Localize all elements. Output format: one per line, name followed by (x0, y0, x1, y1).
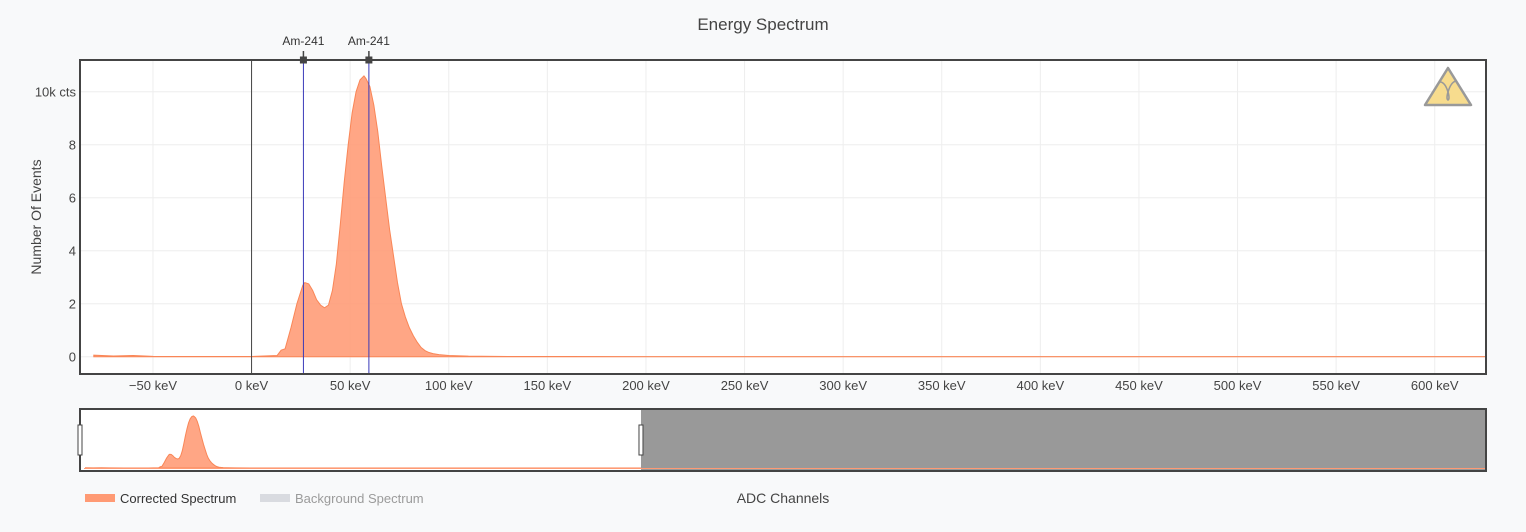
range-slider-unselected-mask (640, 410, 1486, 471)
x-tick-label-5: 200 keV (622, 378, 670, 393)
y-tick-label-2: 4 (69, 243, 76, 258)
y-tick-label-4: 8 (69, 137, 76, 152)
y-tick-label-0: 0 (69, 349, 76, 364)
corrected-spectrum-area (93, 75, 1486, 358)
x-axis-title: ADC Channels (737, 490, 830, 506)
plot-frame (79, 59, 1487, 375)
x-tick-label-11: 500 keV (1214, 378, 1262, 393)
x-tick-label-8: 350 keV (918, 378, 966, 393)
x-tick-label-3: 100 keV (425, 378, 473, 393)
x-tick-label-10: 450 keV (1115, 378, 1163, 393)
marker-label-0: Am-241 (282, 34, 324, 48)
gamma-warning-icon (1423, 66, 1473, 107)
x-tick-label-7: 300 keV (819, 378, 867, 393)
range-slider-spectrum (85, 415, 642, 469)
marker-label-1: Am-241 (348, 34, 390, 48)
y-tick-label-3: 6 (69, 190, 76, 205)
x-tick-label-4: 150 keV (524, 378, 572, 393)
legend-item-background-spectrum[interactable]: Background Spectrum (260, 491, 424, 506)
x-tick-label-9: 400 keV (1016, 378, 1064, 393)
marker-handles[interactable]: Am-241 Am-241 (282, 34, 390, 64)
y-tick-labels: 0 2 4 6 8 10k cts (35, 84, 77, 364)
y-tick-label-1: 2 (69, 296, 76, 311)
x-tick-label-0: −50 keV (129, 378, 177, 393)
range-slider-left-handle[interactable] (77, 424, 83, 456)
y-tick-label-5: 10k cts (35, 84, 77, 99)
legend-swatch-background (260, 494, 290, 502)
x-tick-label-2: 50 keV (330, 378, 371, 393)
range-slider[interactable] (77, 408, 1487, 472)
legend-label-corrected: Corrected Spectrum (120, 491, 236, 506)
x-tick-labels: −50 keV 0 keV 50 keV 100 keV 150 keV 200 keV 2… (129, 378, 1459, 393)
x-tick-label-6: 250 keV (721, 378, 769, 393)
legend-label-background: Background Spectrum (295, 491, 424, 506)
x-tick-label-12: 550 keV (1312, 378, 1360, 393)
legend-swatch-corrected (85, 494, 115, 502)
y-axis-title: Number Of Events (28, 159, 44, 274)
x-tick-label-1: 0 keV (235, 378, 269, 393)
legend: Corrected Spectrum Background Spectrum (85, 491, 424, 506)
marker-lines (302, 60, 370, 374)
chart-title: Energy Spectrum (697, 15, 828, 34)
x-tick-label-13: 600 keV (1411, 378, 1459, 393)
legend-item-corrected-spectrum[interactable]: Corrected Spectrum (85, 491, 236, 506)
range-slider-right-handle[interactable] (638, 424, 644, 456)
